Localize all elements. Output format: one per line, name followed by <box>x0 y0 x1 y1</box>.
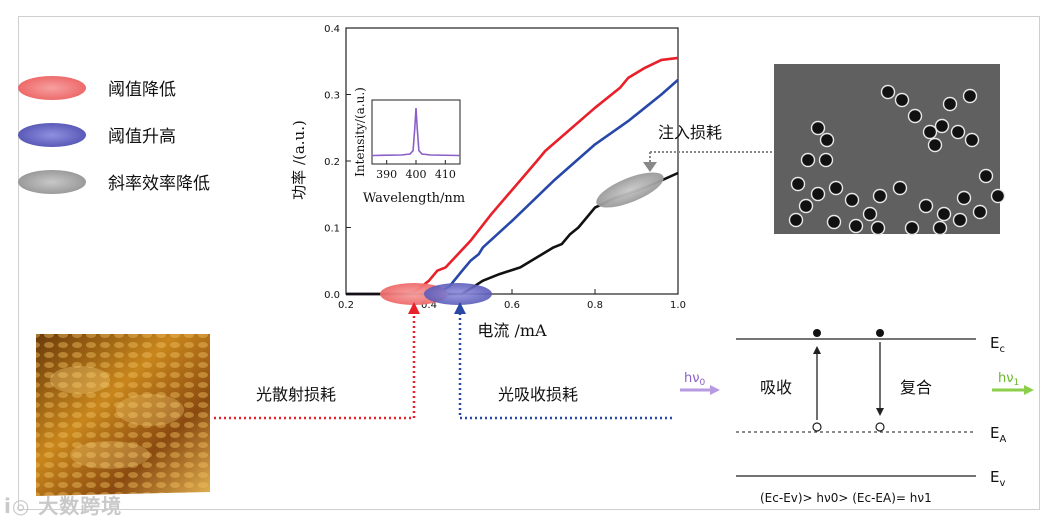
y-tick-label: 0.2 <box>324 157 340 168</box>
hv1-label: hν1 <box>998 371 1019 388</box>
sem-particle <box>962 88 978 104</box>
sem-particle <box>952 212 968 228</box>
slope-decrease-marker <box>596 172 664 208</box>
legend-gray-ellipse <box>18 170 86 194</box>
sem-particle <box>972 204 988 220</box>
sem-particle <box>956 190 972 206</box>
scatter-loss-arrowhead <box>408 302 420 314</box>
sem-particle <box>964 132 980 148</box>
hv1-arrowhead <box>1024 385 1034 395</box>
afm-image <box>36 334 210 496</box>
scatter-loss-leader <box>214 312 416 420</box>
main-chart: 0.2 0.4 0.6 0.8 1.0 0.0 0.1 0.2 0.3 0.4 电流 /mA 功率… <box>290 24 686 340</box>
legend-label-threshold-increase: 阈值升高 <box>108 127 176 147</box>
sem-image <box>774 64 1006 236</box>
sem-particle <box>950 124 966 140</box>
sem-particle <box>922 124 938 140</box>
injection-loss-label: 注入损耗 <box>658 123 722 142</box>
sem-particle <box>862 206 878 222</box>
ea-label: EA <box>990 424 1006 445</box>
sem-particle <box>818 152 834 168</box>
sem-particle <box>872 188 888 204</box>
sem-particle <box>880 84 896 100</box>
ev-label: Ev <box>990 468 1005 489</box>
sem-particle <box>810 120 826 136</box>
x-tick-label: 0.4 <box>421 300 437 311</box>
sem-particle <box>800 152 816 168</box>
sem-particle <box>990 188 1006 204</box>
energy-diagram: Ec EA Ev 吸收 复合 hν0 hν1 (Ec-Ev)> hν0> (Ec… <box>680 329 1034 505</box>
sem-particle <box>870 220 886 236</box>
y-axis-label: 功率 /(a.u.) <box>290 120 308 200</box>
sem-particle <box>978 168 994 184</box>
sem-particle <box>819 132 835 148</box>
absorption-loss-arrowhead <box>454 302 466 314</box>
sem-particle <box>848 218 864 234</box>
inset-x-tick-label: 410 <box>435 168 456 181</box>
scatter-loss-label: 光散射损耗 <box>256 385 336 404</box>
inset-x-tick-label: 400 <box>406 168 427 181</box>
sem-particle <box>918 198 934 214</box>
sem-particle <box>904 220 920 236</box>
injection-loss-arrowhead <box>643 162 657 172</box>
x-tick-label: 1.0 <box>670 300 686 311</box>
sem-particle <box>927 137 943 153</box>
inset-ticks: 390 400 410 <box>376 160 456 181</box>
hole-1 <box>812 422 822 432</box>
absorption-loss-leader <box>458 312 672 420</box>
legend-label-threshold-decrease: 阈值降低 <box>108 80 176 100</box>
sem-particle <box>844 192 860 208</box>
x-tick-label: 0.8 <box>587 300 603 311</box>
legend-red-ellipse <box>18 76 86 100</box>
hole-2 <box>875 422 885 432</box>
electron-dot-2 <box>876 329 884 337</box>
inset-y-label: Intensity/(a.u.) <box>353 87 367 177</box>
energy-formula: (Ec-Ev)> hν0> (Ec-EA)= hν1 <box>760 491 932 505</box>
sem-particles <box>788 84 1006 236</box>
x-tick-label: 0.2 <box>338 300 354 311</box>
sem-particle <box>828 180 844 196</box>
x-axis-label: 电流 /mA <box>477 321 547 340</box>
sem-particle <box>790 176 806 192</box>
inset-x-label: Wavelength/nm <box>363 191 465 206</box>
y-tick-label: 0.0 <box>324 290 340 301</box>
ec-label: Ec <box>990 334 1005 355</box>
inset-x-tick-label: 390 <box>376 168 397 181</box>
legend-label-slope-efficiency-decrease: 斜率效率降低 <box>108 174 210 194</box>
sem-particle <box>894 92 910 108</box>
inset-chart: 390 400 410 Wavelength/nm Intensity/(a.u.) <box>353 87 465 206</box>
sem-particle <box>810 186 826 202</box>
absorb-arrowhead <box>813 346 821 354</box>
recombine-arrowhead <box>876 408 884 416</box>
absorb-label: 吸收 <box>760 378 792 397</box>
sem-particle <box>892 180 908 196</box>
hv0-label: hν0 <box>684 371 706 388</box>
threshold-increase-marker <box>424 283 492 305</box>
legend-blue-ellipse <box>18 123 86 147</box>
hv0-arrowhead <box>710 385 720 395</box>
electron-dot-1 <box>813 329 821 337</box>
watermark: i◎ 大数跨境 <box>4 494 123 518</box>
sem-particle <box>934 118 950 134</box>
absorption-loss-label: 光吸收损耗 <box>498 385 578 404</box>
legend: 阈值降低 阈值升高 斜率效率降低 <box>18 76 210 194</box>
sem-particle <box>936 206 952 222</box>
sem-particle <box>798 198 814 214</box>
sem-particle <box>788 212 804 228</box>
sem-particle <box>907 108 923 124</box>
recombine-label: 复合 <box>900 378 932 397</box>
sem-particle <box>826 214 842 230</box>
y-tick-label: 0.3 <box>324 91 340 102</box>
y-tick-label: 0.4 <box>324 24 340 35</box>
sem-particle <box>932 220 948 236</box>
x-tick-label: 0.6 <box>504 300 520 311</box>
inset-spectrum-line <box>371 107 461 157</box>
y-tick-label: 0.1 <box>324 224 340 235</box>
sem-particle <box>942 96 958 112</box>
